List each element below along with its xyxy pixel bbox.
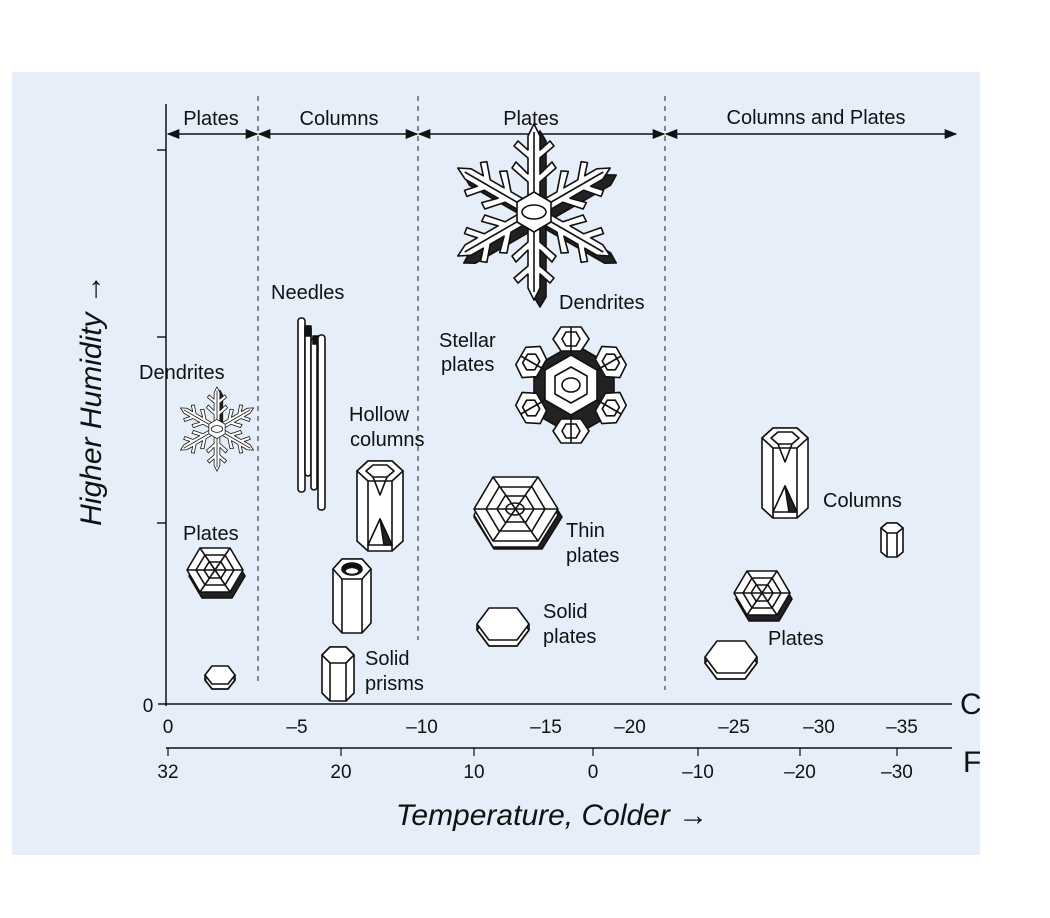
regime-label-plates-mid: Plates [503,108,559,130]
dendrite-small-icon [174,386,260,472]
fahrenheit-tick-label: –20 [784,762,816,783]
fahrenheit-tick-label: –10 [682,762,714,783]
label-dendrites-cold: Dendrites [559,292,645,314]
y-axis: Higher Humidity → 0 [75,274,153,717]
snow-crystal-morphology-diagram: Plates Columns Plates Columns and Plates [75,96,980,832]
x-axis-title: Temperature, Colder → [396,799,708,832]
label-stellar-plates-line1: Stellar [439,330,496,352]
label-dendrites-warm: Dendrites [139,362,225,384]
label-plates-cold: Plates [768,628,824,650]
y-axis-zero-label: 0 [143,696,154,717]
celsius-tick-label: –15 [530,717,562,738]
celsius-tick-label: –35 [886,717,918,738]
fahrenheit-ticks: 32 20 10 0 –10 –20 –30 [157,748,913,783]
label-plates-warm: Plates [183,523,239,545]
regime-label-columns-and-plates: Columns and Plates [727,107,906,129]
fahrenheit-tick-label: 10 [463,762,484,783]
label-solid-plates-line1: Solid [543,601,587,623]
stellar-plate-icon [510,326,632,444]
label-solid-prisms-line1: Solid [365,648,409,670]
label-hollow-columns-line2: columns [350,429,424,451]
y-axis-ticks [157,149,166,524]
plate-warm-icon [186,547,246,599]
label-columns-cold: Columns [823,490,902,512]
celsius-ticks: 0 –5 –10 –15 –20 –25 –30 –35 [163,717,918,738]
label-thin-plates-line2: plates [566,545,619,567]
solid-plate-tiny-icon [204,665,236,690]
plate-cold-icon [733,570,793,622]
label-solid-plates-line2: plates [543,626,596,648]
fahrenheit-tick-label: 0 [588,762,599,783]
fahrenheit-tick-label: –30 [881,762,913,783]
hollow-column-icon [356,460,404,552]
label-thin-plates-line1: Thin [566,520,605,542]
label-needles: Needles [271,282,344,304]
celsius-tick-label: –30 [803,717,835,738]
hollow-column-cold-icon [761,427,809,519]
regime-label-plates-warm: Plates [183,108,239,130]
solid-plate-icon [476,607,530,647]
celsius-unit-label: C° [960,688,980,721]
celsius-tick-label: –5 [286,717,307,738]
label-solid-prisms-line2: prisms [365,673,424,695]
diagram-panel: Plates Columns Plates Columns and Plates [12,72,980,855]
celsius-tick-label: –25 [718,717,750,738]
column-small-icon [880,522,904,558]
solid-plate-cold-icon [704,640,758,680]
solid-prism-icon [321,646,355,702]
label-stellar-plates-line2: plates [441,354,494,376]
crystal-labels: Needles Dendrites Dendrites Stellar plat… [139,282,902,695]
fahrenheit-unit-label: F° [963,746,980,779]
label-hollow-columns-line1: Hollow [349,404,410,426]
regime-boundaries [257,96,666,690]
y-axis-title: Higher Humidity → [75,274,108,526]
celsius-tick-label: –10 [406,717,438,738]
fahrenheit-tick-label: 32 [157,762,178,783]
fahrenheit-tick-label: 20 [330,762,351,783]
dendrite-large-icon [445,123,623,308]
regime-headers: Plates Columns Plates Columns and Plates [165,104,958,706]
celsius-tick-label: 0 [163,717,174,738]
column-icon [332,558,372,634]
thin-plate-icon [473,476,563,550]
regime-label-columns: Columns [300,108,379,130]
needles-icon [297,317,326,511]
celsius-tick-label: –20 [614,717,646,738]
celsius-axis: C° 0 –5 –10 –15 –20 –25 –30 –35 [158,688,980,738]
fahrenheit-axis: F° 32 20 10 0 –10 –20 –30 [157,746,980,783]
